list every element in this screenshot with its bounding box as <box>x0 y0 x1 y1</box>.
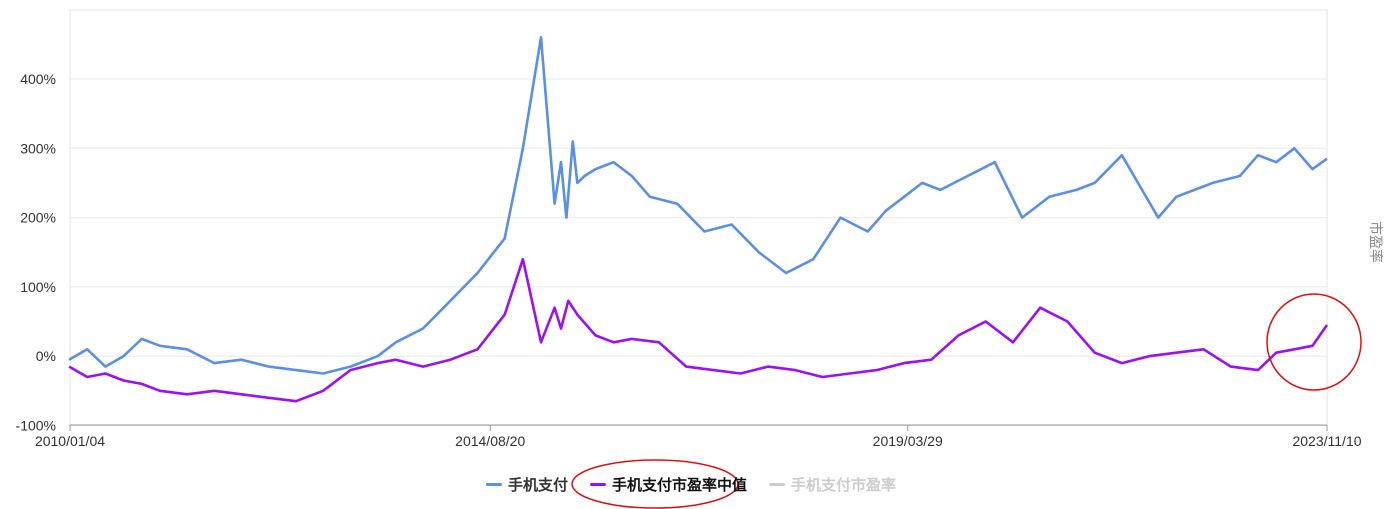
y-tick-label: 0% <box>36 348 56 364</box>
legend-label: 手机支付市盈率中值 <box>612 476 748 494</box>
y-axis-ticks: 400% 300% 200% 100% 0% -100% <box>16 71 56 434</box>
annotation-ellipse <box>571 459 739 509</box>
legend-item-0[interactable]: 手机支付 <box>486 474 568 495</box>
annotations <box>571 293 1362 509</box>
x-tick-label: 2023/11/10 <box>1292 433 1361 449</box>
legend-label: 手机支付市盈率 <box>791 476 897 494</box>
y-axis-right-label: 市盈率 <box>1367 221 1384 263</box>
x-tick-label: 2010/01/04 <box>35 433 105 449</box>
series-line-0 <box>68 36 1328 375</box>
legend-swatch <box>769 483 786 486</box>
series-line-1 <box>68 257 1329 403</box>
series-lines <box>68 36 1329 403</box>
legend-item-2[interactable]: 手机支付市盈率 <box>769 474 896 495</box>
legend: 手机支付 手机支付市盈率中值 手机支付市盈率 <box>486 474 896 495</box>
x-tick-label: 2014/08/20 <box>455 433 525 449</box>
x-axis: 2010/01/04 2014/08/20 2019/03/29 2023/11/10 <box>35 424 1362 449</box>
legend-swatch <box>486 483 502 486</box>
legend-label: 手机支付 <box>508 476 569 494</box>
y-tick-label: 400% <box>20 71 56 87</box>
y-tick-label: -100% <box>16 418 56 434</box>
legend-item-1[interactable]: 手机支付市盈率中值 <box>590 474 747 495</box>
y-tick-label: 100% <box>20 279 56 295</box>
y-tick-label: 300% <box>20 140 56 156</box>
legend-swatch <box>590 483 607 486</box>
annotation-circle <box>1266 293 1362 391</box>
x-tick-label: 2019/03/29 <box>873 433 943 449</box>
y-tick-label: 200% <box>20 210 56 226</box>
